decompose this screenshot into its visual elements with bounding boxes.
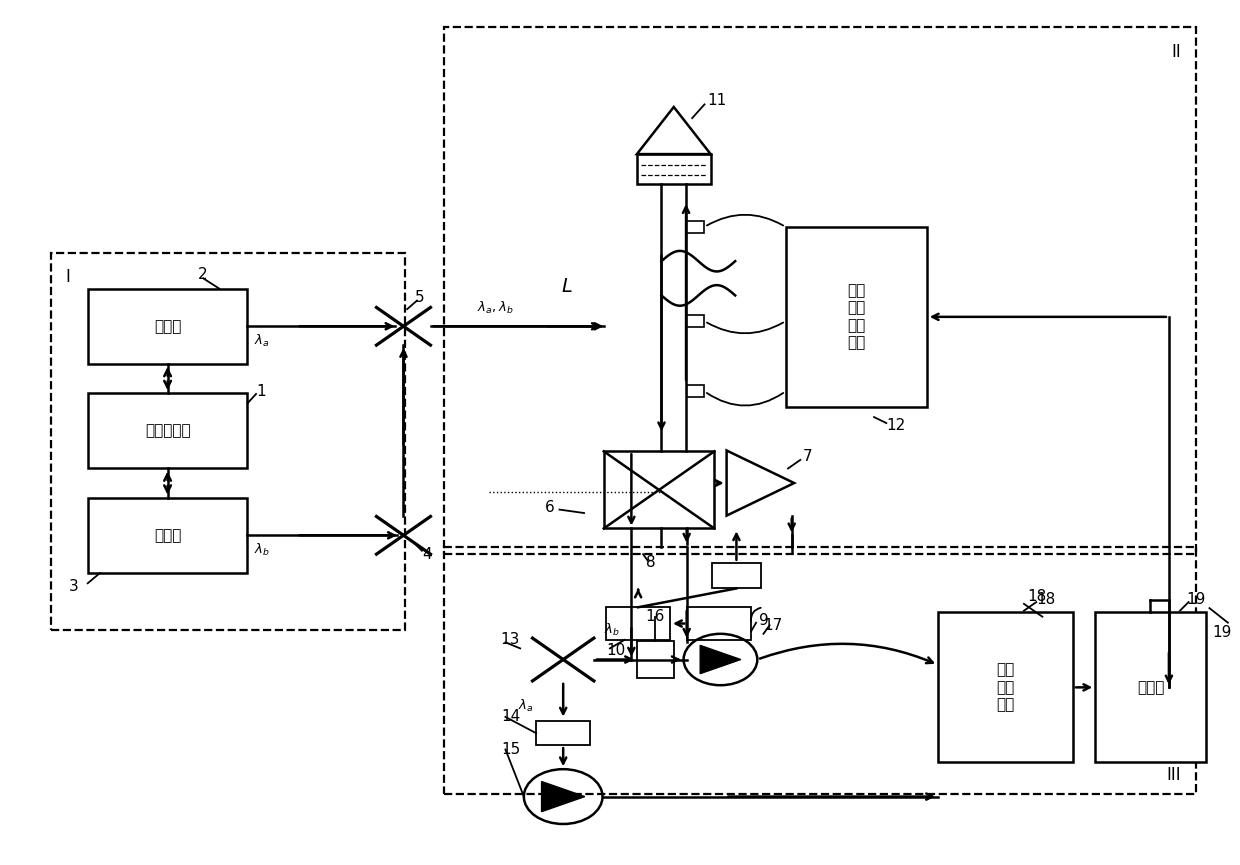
Text: 19: 19: [1211, 625, 1231, 640]
Text: 6: 6: [544, 500, 554, 516]
Text: $L$: $L$: [560, 278, 573, 297]
Text: 14: 14: [502, 709, 521, 724]
Bar: [606, 607, 670, 640]
Text: I: I: [66, 268, 71, 286]
Bar: [687, 386, 704, 397]
Text: 12: 12: [887, 418, 905, 433]
Text: $\lambda_a$: $\lambda_a$: [253, 333, 269, 349]
Text: 5: 5: [414, 290, 424, 304]
Text: 激光器: 激光器: [154, 319, 181, 334]
Text: 4: 4: [422, 547, 432, 561]
Text: $\lambda_b$: $\lambda_b$: [604, 622, 620, 638]
Text: 1: 1: [255, 384, 265, 399]
Bar: [88, 497, 248, 573]
Text: III: III: [1167, 766, 1182, 784]
Bar: [536, 721, 590, 745]
Text: 计算机: 计算机: [1137, 680, 1164, 695]
Text: 10: 10: [606, 644, 625, 658]
Bar: [637, 154, 711, 184]
Text: 11: 11: [707, 93, 727, 107]
Text: 9: 9: [759, 613, 769, 629]
Text: 17: 17: [764, 618, 782, 633]
Text: 19: 19: [1187, 592, 1205, 607]
Polygon shape: [542, 781, 585, 811]
Bar: [88, 289, 248, 364]
Bar: [1095, 612, 1205, 762]
Text: 3: 3: [69, 580, 79, 594]
Bar: [637, 641, 673, 678]
Text: $\lambda_a,\lambda_b$: $\lambda_a,\lambda_b$: [477, 300, 513, 316]
Bar: [444, 548, 1195, 794]
Text: 8: 8: [646, 555, 655, 570]
Text: $\lambda_a$: $\lambda_a$: [518, 698, 533, 714]
Text: 18: 18: [1037, 592, 1055, 607]
Bar: [687, 315, 704, 327]
Bar: [687, 221, 704, 233]
Text: 16: 16: [646, 609, 665, 625]
Text: 激光器: 激光器: [154, 528, 181, 543]
Text: 环境
参数
测量
模块: 环境 参数 测量 模块: [847, 283, 866, 350]
Text: 15: 15: [502, 742, 521, 757]
Text: $\lambda_b$: $\lambda_b$: [253, 542, 269, 559]
Bar: [88, 393, 248, 469]
Text: 18: 18: [1028, 589, 1047, 604]
Bar: [687, 607, 751, 640]
Text: 2: 2: [198, 266, 208, 281]
Text: 飞秒光频梳: 飞秒光频梳: [145, 423, 191, 439]
Bar: [937, 612, 1073, 762]
Text: 数据
采集
模块: 数据 采集 模块: [997, 663, 1014, 712]
Bar: [786, 227, 926, 407]
Text: II: II: [1172, 42, 1182, 61]
Text: 7: 7: [802, 449, 812, 464]
Bar: [51, 253, 404, 630]
Polygon shape: [701, 645, 740, 674]
Bar: [604, 452, 714, 529]
Text: 13: 13: [501, 632, 520, 647]
Bar: [444, 28, 1195, 554]
Bar: [712, 563, 761, 588]
